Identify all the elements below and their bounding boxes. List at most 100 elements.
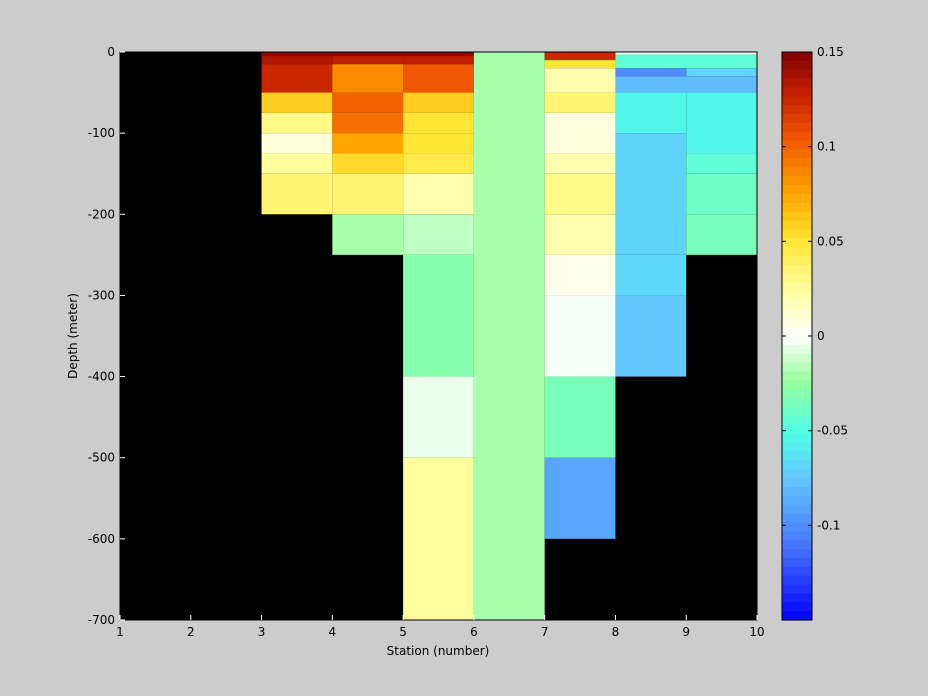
heatmap-cell [544,214,616,255]
heatmap-cell [403,92,474,113]
colorbar-segment [782,300,812,310]
y-tick-label: -400 [88,370,115,384]
colorbar-segment [782,433,812,444]
x-tick-label: 10 [749,625,764,639]
heatmap-cell [615,133,687,255]
heatmap-cell [332,92,404,113]
colorbar-segment [782,131,812,142]
heatmap-cell [615,68,687,77]
y-axis-label: Depth (meter) [66,293,80,379]
heatmap-cell [544,60,616,69]
colorbar-segment [782,167,812,177]
colorbar-segment [782,460,812,470]
heatmap-cell [403,376,474,458]
heatmap-cell [261,133,333,154]
heatmap-cell [332,112,404,134]
axes: 1 2 3 4 5 6 7 8 9 10 0 -100 -200 -300 -400 -500 -600 -700 [88,45,765,639]
colorbar-segment [782,158,812,168]
colorbar-segment [782,451,812,461]
plot-frame [119,51,758,621]
colorbar-segment [782,291,812,302]
heatmap-cell [403,52,474,57]
heatmap-cell [544,254,616,296]
colorbar-segment [782,593,812,603]
colorbar-segment [782,69,812,80]
colorbar-segment [782,531,812,541]
colorbar-tick-label: -0.05 [817,424,848,438]
colorbar-segment [782,478,812,488]
colorbar-segment [782,256,812,266]
heatmap-cell [332,64,404,93]
colorbar-segment [782,96,812,106]
heatmap-cell [686,153,757,174]
colorbar-segment [782,371,812,381]
heatmap-cell [544,173,616,215]
y-tick-label: -700 [88,613,115,627]
colorbar-segment [782,78,812,89]
colorbar-segment [782,424,812,435]
colorbar-segment [782,229,812,239]
colorbar-segment [782,123,812,133]
y-tick-label: -100 [88,126,115,140]
x-tick-label: 9 [682,625,690,639]
colorbar-segment [782,344,812,355]
heatmap-cell [403,56,474,65]
heatmap-cell [544,68,616,93]
heatmap-cell [261,64,333,93]
heatmap-cell [615,76,757,93]
heatmap-cell [544,295,616,377]
heatmap-cells [261,52,757,620]
colorbar-segment [782,52,812,62]
colorbar-segment [782,114,812,124]
x-tick-label: 7 [541,625,549,639]
colorbar-segment [782,557,812,568]
colorbar-tick-label: 0 [817,329,825,343]
y-tick-label: -300 [88,288,115,302]
colorbar-segment [782,247,812,257]
colorbar-segment [782,336,812,346]
colorbar-segment [782,415,812,426]
colorbar-segment [782,309,812,319]
colorbar-segment [782,238,812,248]
y-tick-label: -600 [88,532,115,546]
colorbar-tick-label: 0.1 [817,140,836,154]
colorbar-segment [782,602,812,612]
colorbar-segment [782,211,812,222]
colorbar-segment [782,140,812,151]
y-tick-label: -200 [88,207,115,221]
heatmap-cell [403,457,474,620]
colorbar-segment [782,469,812,479]
heatmap-cell [261,52,404,57]
x-tick-label: 5 [399,625,407,639]
heatmap-cell [261,153,333,174]
heatmap-cell [403,214,474,255]
heatmap-cell [615,54,757,69]
colorbar-segment [782,87,812,97]
heatmap-cell [615,295,687,377]
colorbar-segment [782,486,812,497]
heatmap-cell [332,56,404,65]
heatmap-cell [686,214,757,255]
heatmap-cell [332,153,404,174]
colorbar-segment [782,442,812,452]
heatmap-cell [403,112,474,134]
colorbar-segment [782,584,812,594]
heatmap-cell [544,153,616,174]
x-tick-label: 8 [612,625,620,639]
colorbar-segment [782,353,812,364]
colorbar-segment [782,273,812,284]
colorbar-segment [782,282,812,293]
y-tick-label: 0 [107,45,115,59]
x-axis-label: Station (number) [387,644,490,658]
heatmap-cell [332,173,404,215]
heatmap-cell [615,52,757,55]
heatmap-cell [686,173,757,215]
heatmap-cell [544,52,616,61]
colorbar-segment [782,362,812,373]
colorbar-segment [782,540,812,550]
colorbar-segment [782,522,812,532]
colorbar-segment [782,265,812,275]
heatmap-cell [403,254,474,377]
colorbar-tick-label: 0.15 [817,45,844,59]
